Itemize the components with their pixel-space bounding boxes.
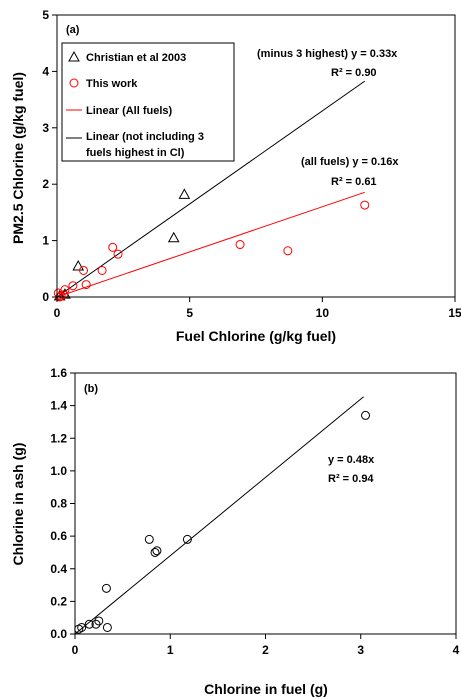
data-point-circle bbox=[77, 622, 87, 632]
x-tick-label: 4 bbox=[453, 643, 460, 657]
y-tick-label: 1.6 bbox=[50, 366, 67, 380]
y-tick-label: 3 bbox=[42, 121, 49, 135]
fit-line-0-1 bbox=[56, 80, 366, 298]
x-tick-label: 3 bbox=[357, 643, 364, 657]
fit-line-1-0 bbox=[74, 396, 364, 635]
y-tick-label: 4 bbox=[42, 64, 49, 78]
x-tick-label: 0 bbox=[54, 306, 61, 320]
y-tick-label: 1.4 bbox=[50, 399, 67, 413]
y-tick-label: 0.8 bbox=[50, 497, 67, 511]
data-point-triangle bbox=[167, 231, 180, 243]
legend-circle-marker bbox=[69, 78, 79, 88]
panel-b-ticks: 0 1 2 3 4 0.0 0.2 0.4 0.6 0.8 1.0 1.2 1.4 1.6 bbox=[50, 366, 459, 657]
panel-a: 0 5 10 15 0 1 2 3 4 5 (a) Christian et al 2003 Th… bbox=[10, 8, 461, 344]
data-point-circle bbox=[360, 200, 370, 210]
data-point-circle bbox=[101, 583, 111, 593]
black-fit-r2: R² = 0.90 bbox=[331, 67, 377, 79]
y-tick-label: 1.0 bbox=[50, 464, 67, 478]
y-tick-label: 5 bbox=[42, 8, 49, 22]
y-tick-label: 0 bbox=[42, 290, 49, 304]
data-point-circle bbox=[68, 281, 78, 291]
legend-label-christian: Christian et al 2003 bbox=[86, 52, 186, 64]
panel-a-ticks: 0 5 10 15 0 1 2 3 4 5 bbox=[42, 8, 461, 320]
panel-b-y-axis-label: Chlorine in ash (g) bbox=[10, 443, 26, 566]
panel-a-y-axis-label: PM2.5 Chlorine (g/kg fuel) bbox=[10, 72, 26, 244]
data-point-triangle bbox=[178, 188, 191, 199]
black-fit-equation: (minus 3 highest) y = 0.33x bbox=[257, 48, 398, 60]
legend-label-this-work: This work bbox=[86, 78, 138, 90]
data-point-circle bbox=[152, 546, 162, 556]
data-point-circle bbox=[91, 619, 101, 629]
data-point-circle bbox=[97, 265, 107, 275]
red-fit-r2: R² = 0.61 bbox=[331, 176, 377, 188]
y-tick-label: 1 bbox=[42, 234, 49, 248]
x-tick-label: 0 bbox=[72, 643, 79, 657]
fit-line-0-0 bbox=[56, 191, 365, 298]
legend-label-linear-not-3-line2: fuels highest in Cl) bbox=[86, 147, 185, 159]
x-tick-label: 10 bbox=[316, 306, 330, 320]
data-point-circle bbox=[235, 240, 245, 250]
y-tick-label: 2 bbox=[42, 177, 49, 191]
panel-b-fit-equation: y = 0.48x bbox=[328, 454, 375, 466]
panel-b-label: (b) bbox=[84, 383, 98, 395]
panel-b: 0 1 2 3 4 0.0 0.2 0.4 0.6 0.8 1.0 1.2 1.4 1.6 (b) y =… bbox=[10, 366, 460, 697]
panel-a-marks bbox=[53, 80, 370, 302]
data-point-circle bbox=[84, 619, 94, 629]
data-point-circle bbox=[59, 290, 69, 300]
legend-label-linear-all: Linear (All fuels) bbox=[86, 105, 173, 117]
panel-a-label: (a) bbox=[66, 24, 80, 36]
y-tick-label: 1.2 bbox=[50, 431, 67, 445]
data-point-circle bbox=[144, 534, 154, 544]
data-point-circle bbox=[102, 622, 112, 632]
legend-label-linear-not-3-line1: Linear (not including 3 bbox=[86, 131, 204, 143]
x-tick-label: 5 bbox=[186, 306, 193, 320]
data-point-circle bbox=[182, 534, 192, 544]
data-point-triangle bbox=[72, 259, 85, 271]
data-point-circle bbox=[283, 246, 293, 256]
data-point-circle bbox=[150, 547, 160, 557]
panel-a-plot-frame bbox=[56, 14, 456, 298]
data-point-circle bbox=[94, 616, 104, 626]
panel-b-fit-r2: R² = 0.94 bbox=[328, 473, 374, 485]
x-tick-label: 1 bbox=[167, 643, 174, 657]
y-tick-label: 0.2 bbox=[50, 594, 67, 608]
panel-a-legend: Christian et al 2003 This work Linear (A… bbox=[61, 42, 235, 162]
y-tick-label: 0.6 bbox=[50, 529, 67, 543]
data-point-circle bbox=[81, 280, 91, 290]
panel-b-plot-frame bbox=[74, 372, 457, 635]
x-tick-label: 15 bbox=[448, 306, 461, 320]
panel-b-x-axis-label: Chlorine in fuel (g) bbox=[204, 681, 328, 697]
data-point-circle bbox=[113, 249, 123, 259]
legend-triangle-marker bbox=[68, 50, 80, 62]
data-point-circle bbox=[108, 242, 118, 252]
x-tick-label: 2 bbox=[262, 643, 269, 657]
data-point-circle bbox=[79, 265, 89, 275]
panel-b-marks bbox=[74, 396, 371, 635]
red-fit-equation: (all fuels) y = 0.16x bbox=[301, 156, 399, 168]
data-point-circle bbox=[361, 410, 371, 420]
y-tick-label: 0.0 bbox=[50, 627, 67, 641]
y-tick-label: 0.4 bbox=[50, 562, 67, 576]
data-point-circle bbox=[60, 285, 70, 295]
panel-a-x-axis-label: Fuel Chlorine (g/kg fuel) bbox=[176, 328, 336, 344]
legend-box bbox=[61, 42, 235, 162]
